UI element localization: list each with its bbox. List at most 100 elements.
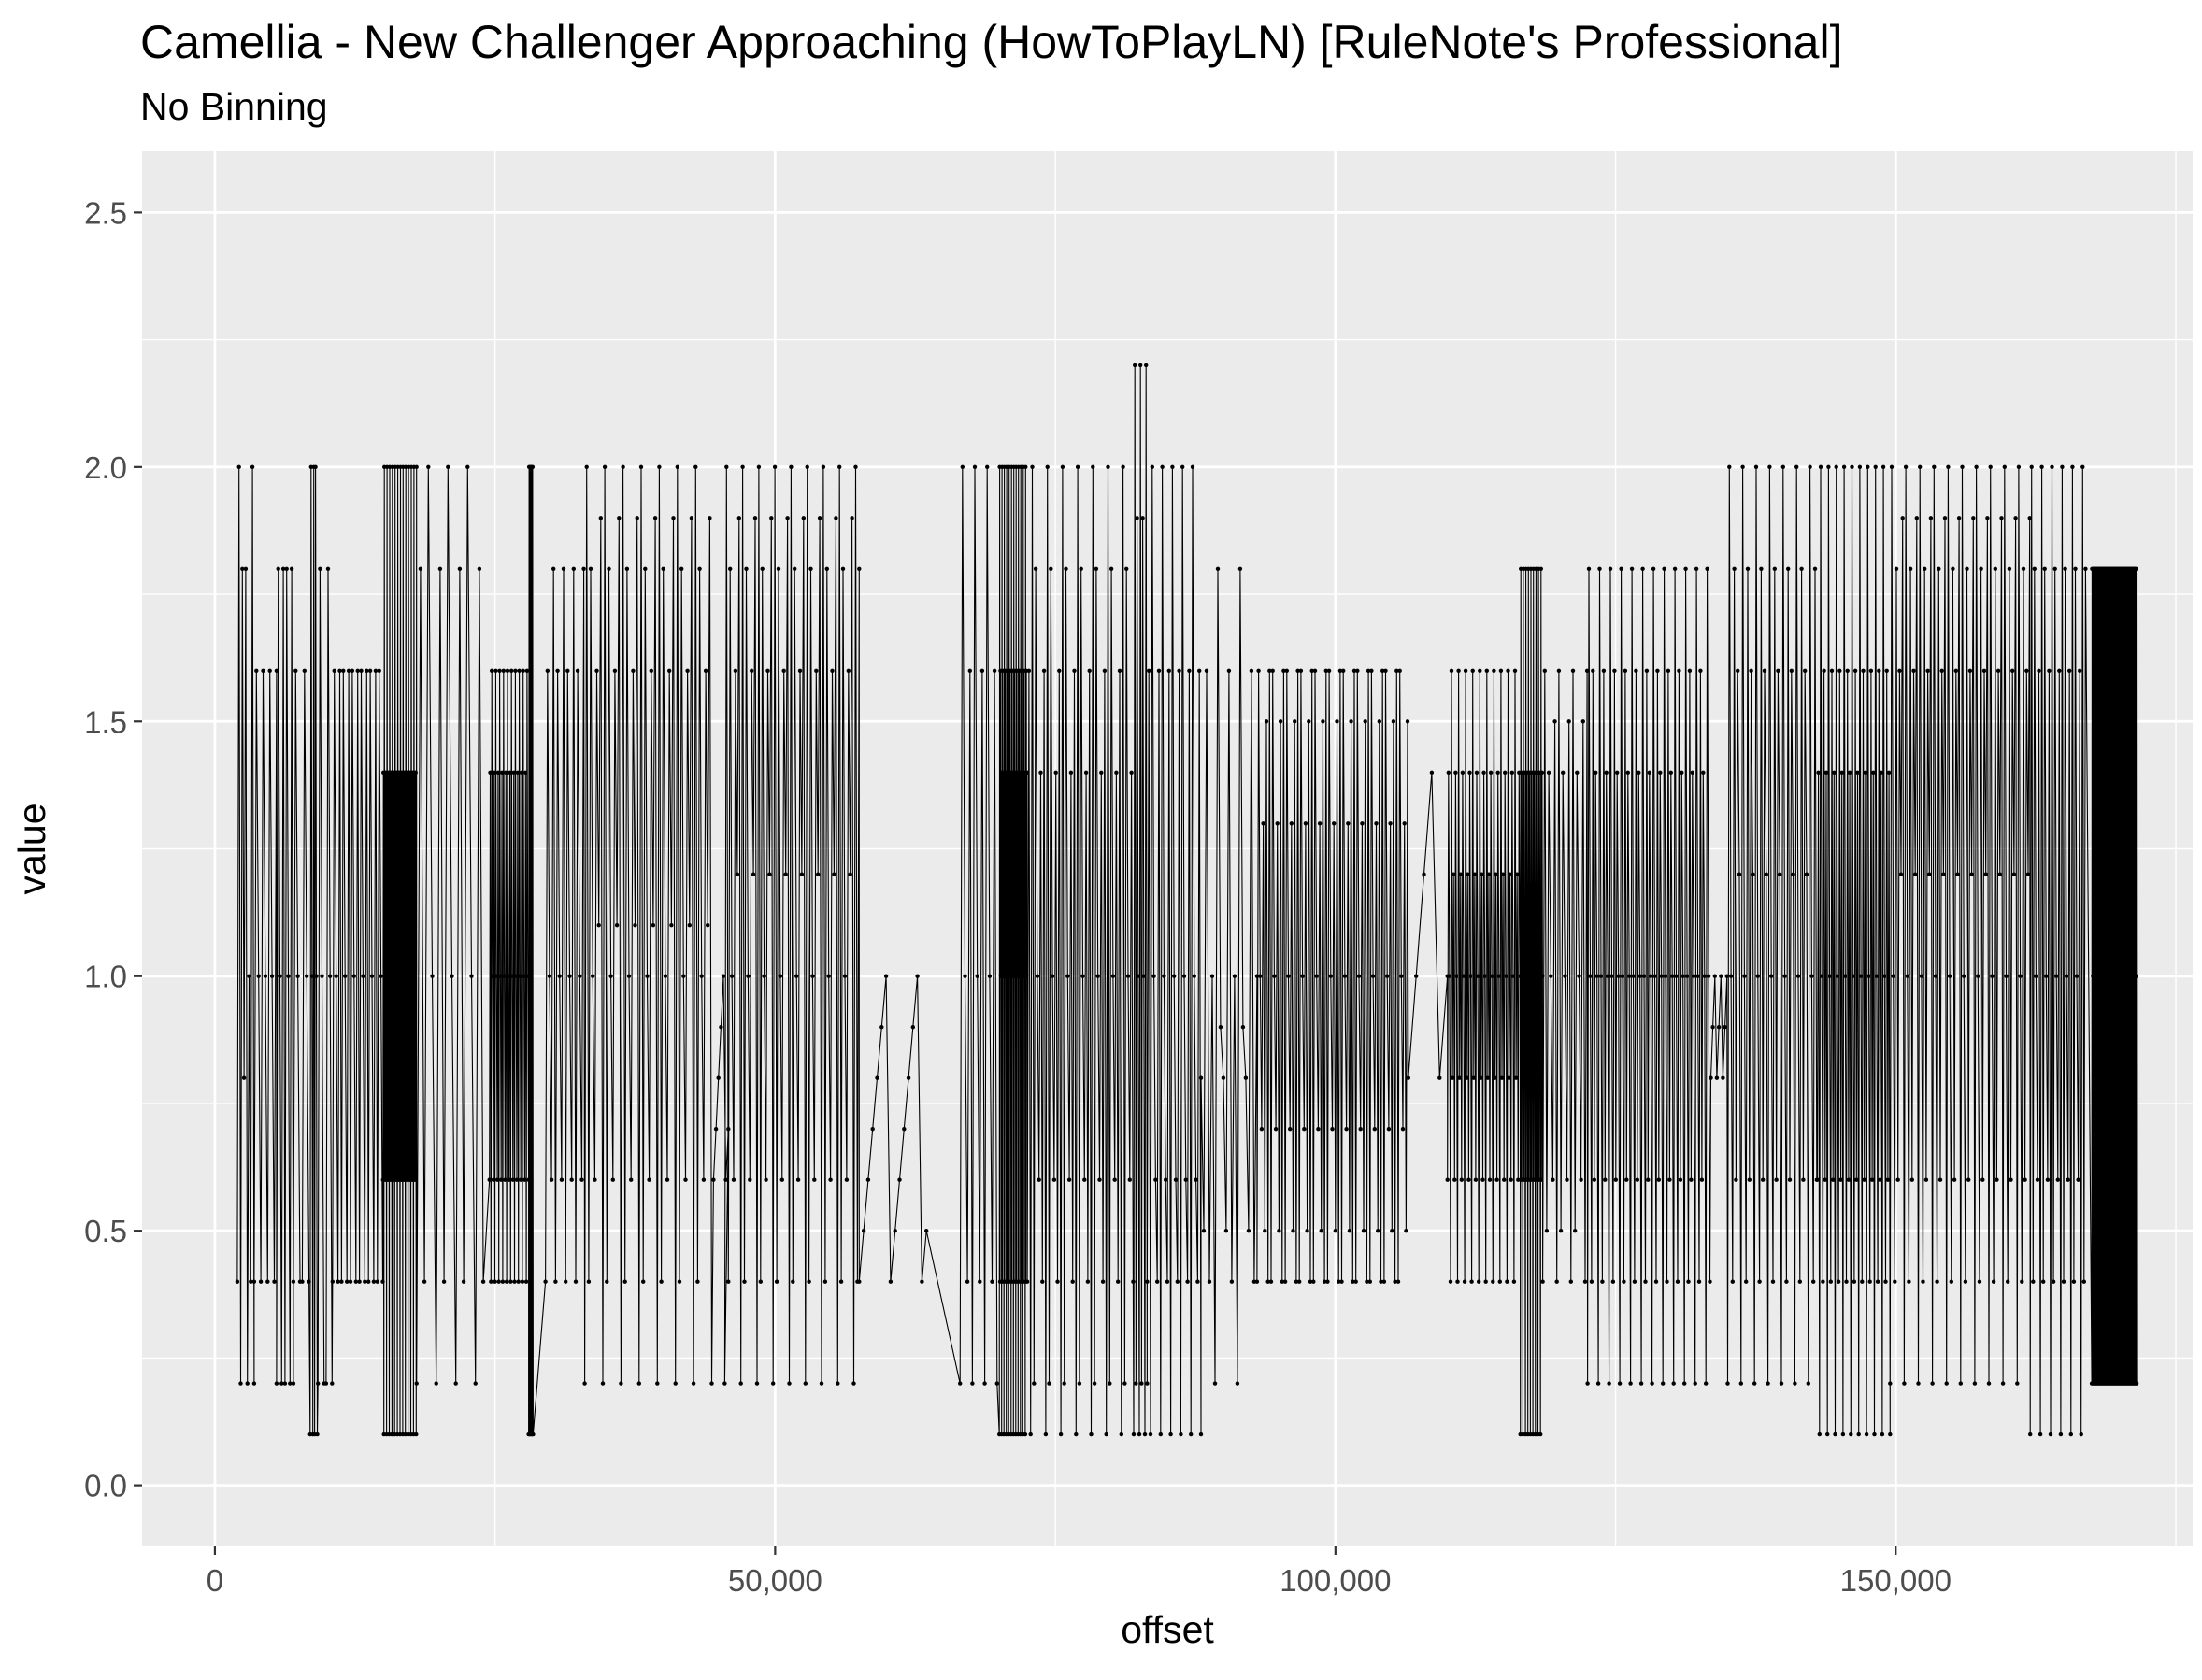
data-point	[1108, 566, 1114, 571]
data-point	[851, 1381, 856, 1386]
data-point	[2070, 464, 2075, 469]
data-point	[975, 974, 979, 978]
data-point	[1952, 1177, 1957, 1182]
data-point	[1793, 1381, 1797, 1386]
data-point	[1173, 1177, 1179, 1182]
data-point	[507, 1177, 511, 1182]
data-point	[1976, 974, 1980, 978]
data-point	[1351, 1279, 1355, 1284]
data-point	[1821, 1279, 1825, 1284]
data-point	[1740, 464, 1745, 469]
data-point	[751, 872, 756, 876]
data-point	[1151, 974, 1156, 978]
data-point	[1908, 566, 1913, 571]
data-point	[1080, 974, 1085, 978]
data-point	[1724, 974, 1729, 978]
data-point	[1511, 1279, 1517, 1284]
data-point	[1744, 1279, 1749, 1284]
data-point	[1493, 1075, 1497, 1080]
data-point	[1946, 464, 1951, 469]
data-point	[744, 566, 749, 571]
data-point	[1995, 668, 2001, 673]
data-point	[1544, 1229, 1550, 1233]
data-point	[1470, 668, 1475, 673]
data-point	[1507, 1075, 1511, 1080]
data-point	[2007, 566, 2012, 571]
data-point	[1751, 872, 1755, 876]
data-point	[1696, 1279, 1702, 1284]
data-point	[1207, 1279, 1212, 1284]
data-point	[1068, 770, 1074, 775]
data-point	[1097, 1177, 1102, 1182]
data-point	[351, 974, 356, 978]
data-point	[1055, 1279, 1060, 1284]
data-point	[1847, 770, 1852, 775]
data-point	[2066, 1177, 2070, 1182]
data-point	[286, 974, 291, 978]
data-point	[602, 464, 608, 469]
data-point	[1584, 668, 1590, 673]
data-point	[1451, 872, 1456, 876]
data-point	[1595, 1381, 1601, 1386]
data-point	[1110, 974, 1116, 978]
data-point	[1156, 668, 1162, 673]
data-point	[1445, 1177, 1450, 1182]
data-point	[1747, 1177, 1752, 1182]
data-point	[1962, 974, 1966, 978]
data-point	[791, 1279, 795, 1284]
data-point	[870, 1127, 875, 1132]
data-point	[1801, 1177, 1806, 1182]
data-point	[1369, 668, 1374, 673]
data-point	[1474, 770, 1480, 775]
data-point	[1705, 566, 1709, 571]
data-point	[446, 464, 450, 469]
data-point	[834, 516, 838, 520]
data-point	[1784, 1279, 1789, 1284]
data-point	[816, 872, 821, 876]
data-point	[1538, 566, 1544, 571]
data-point	[1974, 464, 1979, 469]
data-point	[828, 1177, 833, 1182]
data-point	[1928, 516, 1934, 520]
data-point	[293, 668, 298, 673]
data-point	[1755, 974, 1761, 978]
data-point	[1462, 1279, 1467, 1284]
data-point	[2074, 974, 2080, 978]
data-point	[1502, 1177, 1507, 1182]
data-point	[1447, 974, 1452, 978]
data-point	[1759, 566, 1764, 571]
data-point	[353, 1279, 358, 1284]
data-point	[1631, 974, 1636, 978]
data-point	[760, 566, 765, 571]
data-point	[1909, 1177, 1914, 1182]
data-point	[1112, 1177, 1117, 1182]
data-point	[797, 668, 803, 673]
data-point	[1692, 974, 1696, 978]
data-point	[1923, 1177, 1929, 1182]
data-point	[473, 1381, 478, 1386]
data-point	[1275, 821, 1280, 826]
data-point	[1209, 974, 1215, 978]
data-point	[453, 1381, 458, 1386]
data-point	[1404, 1229, 1408, 1233]
data-point	[1983, 872, 1988, 876]
data-point	[1714, 1075, 1720, 1080]
data-point	[557, 974, 562, 978]
data-point	[450, 974, 454, 978]
data-point	[1477, 1279, 1481, 1284]
data-point	[972, 464, 978, 469]
data-point	[1468, 974, 1473, 978]
data-point	[1170, 464, 1175, 469]
data-point	[1121, 464, 1125, 469]
data-point	[1804, 872, 1809, 876]
data-point	[774, 1279, 779, 1284]
data-point	[523, 770, 528, 775]
data-point	[1937, 566, 1941, 571]
data-point	[494, 1177, 500, 1182]
data-point	[1379, 1279, 1383, 1284]
data-point	[861, 1229, 866, 1233]
data-point	[1932, 464, 1937, 469]
data-point	[1361, 1229, 1366, 1233]
data-point	[1487, 1177, 1493, 1182]
x-tick-label: 0	[207, 1563, 223, 1598]
